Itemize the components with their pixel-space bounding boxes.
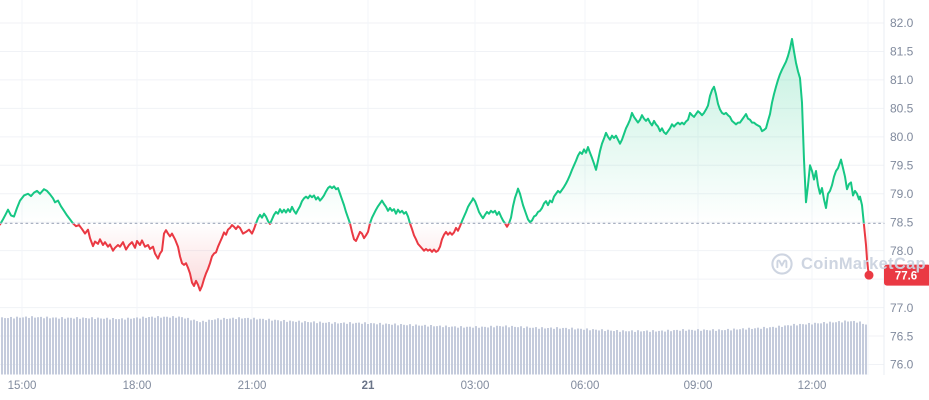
last-price-dot [864, 270, 874, 280]
svg-text:76.0: 76.0 [890, 358, 914, 372]
svg-text:06:00: 06:00 [571, 380, 600, 392]
price-line-series [0, 37, 870, 292]
svg-text:78.5: 78.5 [890, 215, 914, 229]
svg-text:21:00: 21:00 [238, 380, 267, 392]
svg-text:18:00: 18:00 [123, 380, 152, 392]
svg-text:80.0: 80.0 [890, 130, 914, 144]
svg-text:77.0: 77.0 [890, 301, 914, 315]
svg-text:76.5: 76.5 [890, 329, 914, 343]
vertical-gridlines [21, 0, 885, 375]
y-axis-labels: 82.0 81.5 81.0 80.5 80.0 79.5 79.0 78.5 78.0 77.0… [890, 16, 914, 372]
svg-text:77.6: 77.6 [895, 270, 917, 282]
svg-text:81.5: 81.5 [890, 45, 914, 59]
svg-text:81.0: 81.0 [890, 73, 914, 87]
svg-text:80.5: 80.5 [890, 102, 914, 116]
svg-text:78.0: 78.0 [890, 244, 914, 258]
svg-text:79.5: 79.5 [890, 159, 914, 173]
svg-text:09:00: 09:00 [684, 380, 713, 392]
current-price-badge: 77.6 [884, 264, 929, 286]
svg-text:15:00: 15:00 [8, 380, 37, 392]
svg-text:79.0: 79.0 [890, 187, 914, 201]
svg-text:03:00: 03:00 [461, 380, 490, 392]
svg-text:82.0: 82.0 [890, 16, 914, 30]
volume-bars [1, 316, 867, 375]
x-axis-labels: 15:00 18:00 21:00 21 03:00 06:00 09:00 12:00 [8, 380, 827, 392]
svg-text:12:00: 12:00 [798, 380, 827, 392]
horizontal-gridlines [0, 22, 884, 366]
svg-text:21: 21 [362, 380, 375, 392]
